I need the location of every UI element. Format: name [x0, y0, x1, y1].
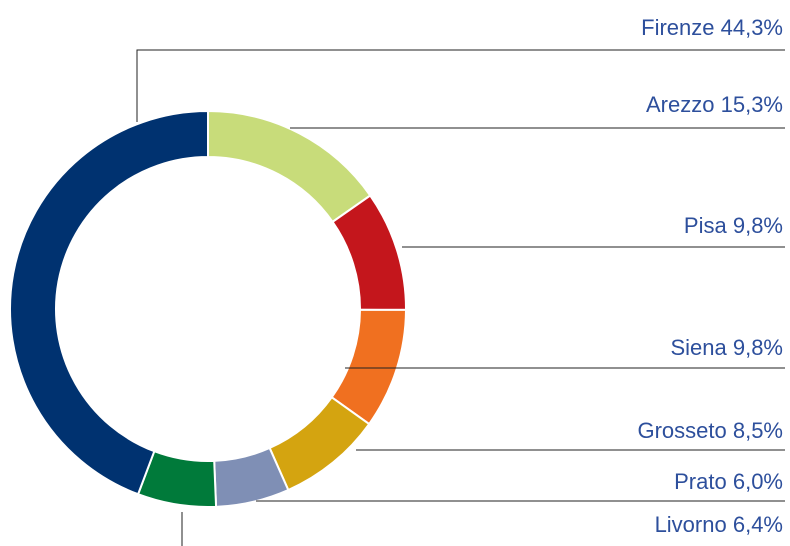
slice-value: 6,4%: [733, 512, 783, 537]
slice-value: 15,3%: [721, 92, 783, 117]
slice-label: Grosseto 8,5%: [637, 418, 783, 443]
donut-segment: [9, 109, 209, 496]
slice-value: 9,8%: [733, 335, 783, 360]
slice-label: Firenze 44,3%: [641, 15, 783, 40]
slice-value: 8,5%: [733, 418, 783, 443]
slice-label: Livorno 6,4%: [655, 512, 783, 537]
slice-label: Prato 6,0%: [674, 469, 783, 494]
slice-name: Pisa: [684, 213, 728, 238]
slice-label: Arezzo 15,3%: [646, 92, 783, 117]
slice-value: 9,8%: [733, 213, 783, 238]
slice-name: Firenze: [641, 15, 714, 40]
slice-label: Pisa 9,8%: [684, 213, 783, 238]
slice-name: Siena: [670, 335, 727, 360]
slice-label: Siena 9,8%: [670, 335, 783, 360]
leader-line: [136, 49, 785, 122]
slice-name: Prato: [674, 469, 727, 494]
slice-value: 6,0%: [733, 469, 783, 494]
slice-name: Livorno: [655, 512, 727, 537]
slice-name: Arezzo: [646, 92, 714, 117]
slice-value: 44,3%: [721, 15, 783, 40]
slice-name: Grosseto: [637, 418, 726, 443]
